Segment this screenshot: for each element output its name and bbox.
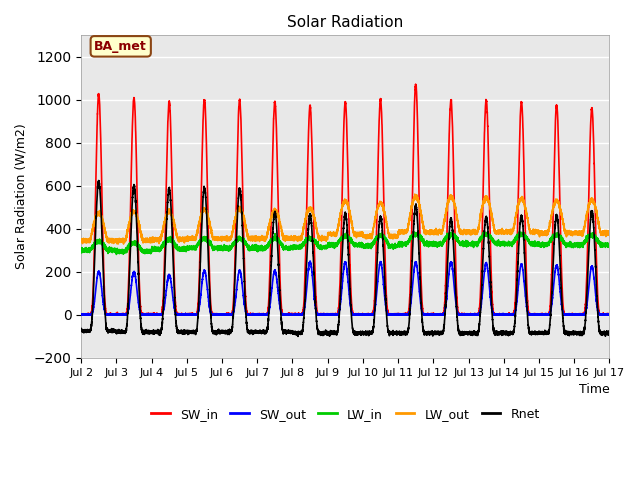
Title: Solar Radiation: Solar Radiation [287, 15, 403, 30]
Legend: SW_in, SW_out, LW_in, LW_out, Rnet: SW_in, SW_out, LW_in, LW_out, Rnet [146, 403, 545, 426]
Y-axis label: Solar Radiation (W/m2): Solar Radiation (W/m2) [15, 124, 28, 269]
X-axis label: Time: Time [579, 383, 609, 396]
Text: BA_met: BA_met [94, 40, 147, 53]
